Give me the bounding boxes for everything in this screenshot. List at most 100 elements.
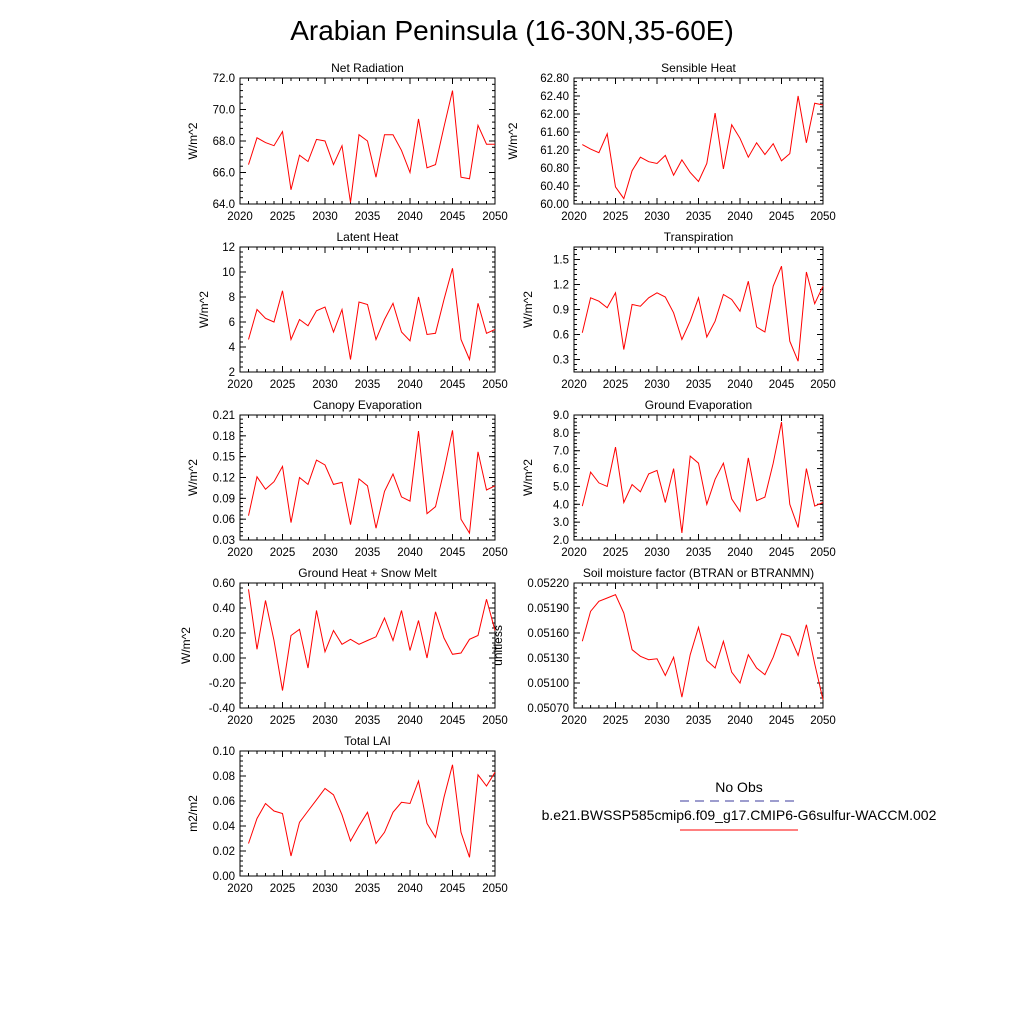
y-tick-label: 0.08 <box>213 771 235 783</box>
panel-7: Ground Heat + Snow Melt 2020 2025 2030 2035 2… <box>179 566 508 727</box>
series-line <box>248 90 495 203</box>
y-tick-label: 0.06 <box>213 514 235 526</box>
x-tick-label: 2020 <box>227 211 253 223</box>
series-line <box>582 95 824 200</box>
x-tick-label: 2040 <box>727 211 753 223</box>
x-tick-label: 2040 <box>397 715 423 727</box>
panel-1: Net Radiation 2020 2025 2030 2035 2040 2045 205… <box>186 61 508 223</box>
x-tick-label: 2040 <box>727 547 753 559</box>
y-axis-label: W/m^2 <box>179 627 193 664</box>
series-line <box>248 430 496 535</box>
y-tick-label: 0.05130 <box>527 653 569 665</box>
y-tick-label: 2 <box>229 367 235 379</box>
x-tick-label: 2025 <box>603 715 629 727</box>
x-tick-label: 2035 <box>355 211 381 223</box>
y-tick-label: 70.0 <box>213 105 235 117</box>
panel-title: Latent Heat <box>336 230 399 244</box>
series-line <box>581 422 824 533</box>
series-line <box>248 268 496 362</box>
x-tick-label: 2020 <box>227 547 253 559</box>
y-tick-label: 0.03 <box>213 535 235 547</box>
panel-5: Canopy Evaporation 2020 2025 2030 2035 2040 20… <box>186 398 508 559</box>
panel-title: Sensible Heat <box>661 61 736 75</box>
x-tick-label: 2020 <box>561 211 587 223</box>
y-tick-label: -0.20 <box>209 678 235 690</box>
x-tick-label: 2025 <box>603 379 629 391</box>
x-tick-label: 2025 <box>270 379 296 391</box>
y-axis-label: W/m^2 <box>197 291 211 328</box>
x-tick-label: 2045 <box>769 715 795 727</box>
x-tick-label: 2050 <box>482 715 508 727</box>
panel-title: Net Radiation <box>331 61 404 75</box>
y-tick-label: 0.05190 <box>527 603 569 615</box>
y-tick-label: 68.0 <box>213 136 235 148</box>
y-tick-label: 0.05100 <box>527 678 569 690</box>
y-tick-label: 0.21 <box>213 410 235 422</box>
y-tick-label: 4 <box>229 342 236 354</box>
x-tick-label: 2035 <box>686 211 712 223</box>
y-tick-label: 60.80 <box>540 163 569 175</box>
panel-9: Total LAI 2020 2025 2030 2035 2040 2045 2050 0.0… <box>186 734 508 895</box>
y-tick-label: 64.0 <box>213 199 235 211</box>
x-tick-label: 2050 <box>810 211 836 223</box>
y-tick-label: 0.40 <box>213 603 235 615</box>
x-tick-label: 2020 <box>561 715 587 727</box>
y-tick-label: 0.05160 <box>527 628 569 640</box>
y-tick-label: -0.40 <box>209 703 235 715</box>
series-line <box>581 594 824 700</box>
y-tick-label: 62.40 <box>540 91 569 103</box>
panel-title: Canopy Evaporation <box>313 398 422 412</box>
y-tick-label: 0.05070 <box>527 703 569 715</box>
plot-frame <box>573 77 824 205</box>
y-tick-label: 0.20 <box>213 628 235 640</box>
y-tick-label: 6 <box>229 317 235 329</box>
y-tick-label: 9.0 <box>553 410 569 422</box>
x-tick-label: 2025 <box>270 883 296 895</box>
x-tick-label: 2050 <box>810 379 836 391</box>
x-tick-label: 2040 <box>397 883 423 895</box>
y-axis-label: unitless <box>491 625 505 666</box>
y-tick-label: 12 <box>222 242 235 254</box>
y-tick-label: 5.0 <box>553 481 569 493</box>
y-tick-label: 0.60 <box>213 578 235 590</box>
y-tick-label: 8.0 <box>553 428 569 440</box>
y-tick-label: 0.12 <box>213 473 235 485</box>
panel-2: Sensible Heat 2020 2025 2030 2035 2040 2045 205… <box>506 61 836 223</box>
y-axis-label: W/m^2 <box>186 459 200 496</box>
panel-6: Ground Evaporation 2020 2025 2030 2035 2040 20… <box>521 398 836 559</box>
main-title: Arabian Peninsula (16-30N,35-60E) <box>290 15 734 46</box>
panel-8: Soil moisture factor (BTRAN or BTRANMN) 2… <box>491 566 836 727</box>
x-tick-label: 2045 <box>440 211 466 223</box>
x-tick-label: 2025 <box>270 547 296 559</box>
y-tick-label: 3.0 <box>553 517 569 529</box>
x-tick-label: 2045 <box>769 547 795 559</box>
y-tick-label: 1.2 <box>553 280 569 292</box>
x-tick-label: 2040 <box>727 379 753 391</box>
x-tick-label: 2025 <box>603 547 629 559</box>
x-tick-label: 2035 <box>355 547 381 559</box>
series-line <box>248 589 496 691</box>
panel-title: Soil moisture factor (BTRAN or BTRANMN) <box>583 566 814 580</box>
x-tick-label: 2035 <box>355 883 381 895</box>
series-line <box>248 764 496 858</box>
y-tick-label: 60.40 <box>540 181 569 193</box>
x-tick-label: 2030 <box>644 211 670 223</box>
y-tick-label: 0.00 <box>213 871 235 883</box>
panel-3: Latent Heat 2020 2025 2030 2035 2040 2045 2050 2… <box>197 230 508 391</box>
x-tick-label: 2030 <box>312 883 338 895</box>
x-tick-label: 2050 <box>482 211 508 223</box>
x-tick-label: 2030 <box>644 379 670 391</box>
panel-title: Ground Heat + Snow Melt <box>298 566 437 580</box>
plot-frame <box>239 246 496 373</box>
y-tick-label: 1.5 <box>553 255 569 267</box>
plot-frame <box>573 414 824 541</box>
panel-4: Transpiration 2020 2025 2030 2035 2040 2045 205… <box>521 230 836 391</box>
x-tick-label: 2025 <box>603 211 629 223</box>
y-tick-label: 61.20 <box>540 145 569 157</box>
x-tick-label: 2050 <box>482 547 508 559</box>
x-tick-label: 2040 <box>727 715 753 727</box>
x-tick-label: 2035 <box>686 379 712 391</box>
x-tick-label: 2045 <box>440 883 466 895</box>
y-tick-label: 62.00 <box>540 109 569 121</box>
y-axis-label: m2/m2 <box>186 795 200 832</box>
